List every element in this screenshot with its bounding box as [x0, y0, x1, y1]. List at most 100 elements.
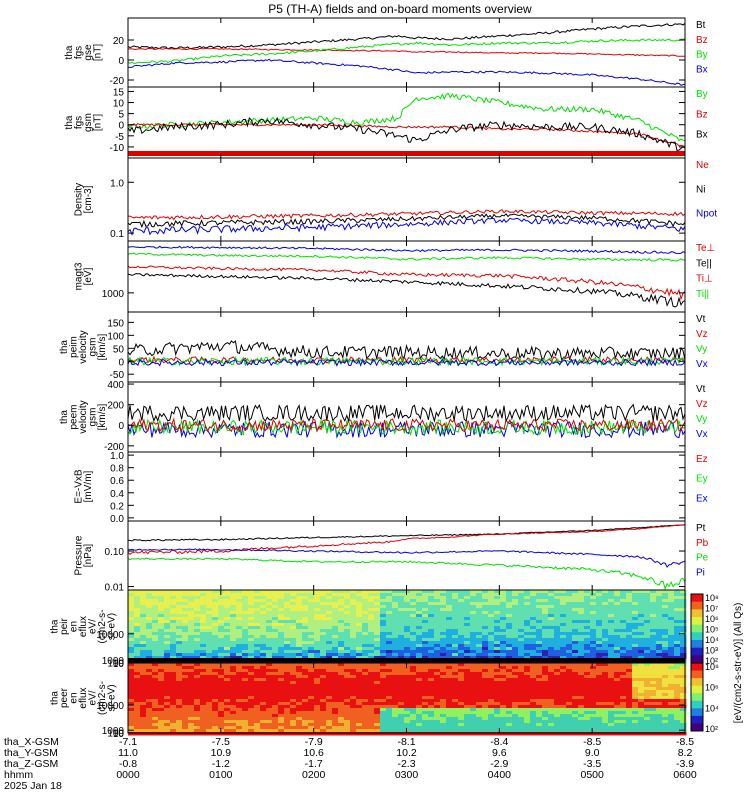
heatmap-cell [464, 644, 471, 648]
heatmap-cell [428, 626, 435, 630]
heatmap-cell [572, 638, 579, 642]
heatmap-cell [284, 656, 291, 660]
heatmap-cell [296, 708, 303, 712]
heatmap-cell [572, 632, 579, 636]
heatmap-cell [242, 714, 249, 718]
heatmap-cell [662, 593, 669, 597]
heatmap-cell [158, 702, 165, 706]
heatmap-cell [194, 684, 201, 688]
heatmap-cell [566, 656, 573, 660]
heatmap-cell [236, 608, 243, 612]
heatmap-cell [338, 678, 345, 682]
heatmap-cell [302, 599, 309, 603]
heatmap-cell [326, 696, 333, 700]
heatmap-cell [530, 602, 537, 606]
heatmap-cell [308, 626, 315, 630]
heatmap-cell [542, 650, 549, 654]
heatmap-cell [374, 602, 381, 606]
heatmap-cell [284, 605, 291, 609]
heatmap-cell [266, 590, 273, 594]
heatmap-cell [302, 614, 309, 618]
heatmap-cell [206, 666, 213, 670]
heatmap-cell [326, 708, 333, 712]
heatmap-cell [494, 684, 501, 688]
heatmap-cell [566, 632, 573, 636]
heatmap-cell [680, 620, 687, 624]
heatmap-cell [134, 690, 141, 694]
heatmap-cell [272, 696, 279, 700]
heatmap-cell [458, 647, 465, 651]
heatmap-cell [590, 656, 597, 660]
heatmap-cell [332, 705, 339, 709]
heatmap-cell [164, 726, 171, 730]
legend-Vy: Vy [696, 414, 707, 425]
heatmap-cell [260, 605, 267, 609]
heatmap-cell [440, 696, 447, 700]
heatmap-cell [506, 699, 513, 703]
heatmap-cell [644, 702, 651, 706]
heatmap-cell [614, 644, 621, 648]
heatmap-cell [200, 632, 207, 636]
heatmap-cell [344, 687, 351, 691]
heatmap-cell [608, 729, 615, 733]
heatmap-cell [176, 596, 183, 600]
heatmap-cell [572, 635, 579, 639]
ylabel-line: [nPa] [83, 544, 94, 568]
heatmap-cell [662, 666, 669, 670]
heatmap-cell [464, 641, 471, 645]
heatmap-cell [470, 599, 477, 603]
ylabel-line: gsm [88, 338, 99, 357]
heatmap-cell [278, 696, 285, 700]
heatmap-cell [488, 611, 495, 615]
heatmap-cell [518, 681, 525, 685]
legend-Vy: Vy [696, 344, 707, 355]
heatmap-cell [278, 614, 285, 618]
heatmap-cell [452, 638, 459, 642]
heatmap-cell [482, 696, 489, 700]
heatmap-cell [200, 629, 207, 633]
heatmap-cell [266, 605, 273, 609]
heatmap-cell [278, 626, 285, 630]
heatmap-cell [356, 684, 363, 688]
heatmap-cell [566, 614, 573, 618]
heatmap-cell [416, 669, 423, 673]
heatmap-cell [290, 653, 297, 657]
heatmap-cell [668, 596, 675, 600]
heatmap-cell [566, 711, 573, 715]
heatmap-cell [536, 681, 543, 685]
heatmap-cell [374, 638, 381, 642]
heatmap-cell [422, 690, 429, 694]
heatmap-cell [338, 626, 345, 630]
heatmap-cell [308, 641, 315, 645]
heatmap-cell [632, 729, 639, 733]
heatmap-cell [278, 656, 285, 660]
heatmap-cell [638, 666, 645, 670]
heatmap-cell [194, 617, 201, 621]
heatmap-cell [386, 650, 393, 654]
heatmap-cell [584, 617, 591, 621]
heatmap-cell [650, 717, 657, 721]
heatmap-cell [596, 702, 603, 706]
heatmap-cell [278, 669, 285, 673]
heatmap-cell [152, 590, 159, 594]
heatmap-cell [476, 593, 483, 597]
heatmap-cell [452, 720, 459, 724]
heatmap-cell [440, 708, 447, 712]
heatmap-cell [194, 723, 201, 727]
heatmap-cell [152, 684, 159, 688]
heatmap-cell [614, 611, 621, 615]
heatmap-cell [554, 666, 561, 670]
heatmap-cell [530, 711, 537, 715]
heatmap-cell [242, 732, 249, 736]
heatmap-cell [290, 605, 297, 609]
heatmap-cell [398, 672, 405, 676]
heatmap-cell [416, 611, 423, 615]
heatmap-cell [644, 611, 651, 615]
heatmap-cell [134, 629, 141, 633]
heatmap-cell [584, 608, 591, 612]
heatmap-cell [140, 675, 147, 679]
heatmap-cell [440, 675, 447, 679]
heatmap-cell [284, 611, 291, 615]
heatmap-cell [254, 678, 261, 682]
heatmap-cell [254, 672, 261, 676]
